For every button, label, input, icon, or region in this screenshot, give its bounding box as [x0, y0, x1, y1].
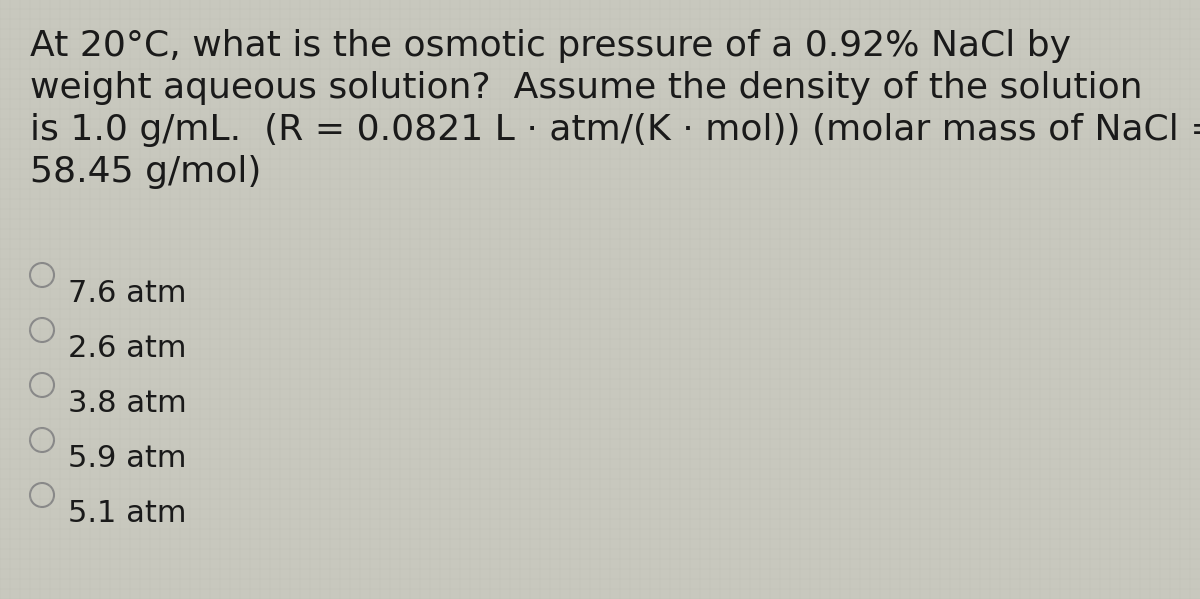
- Text: 5.1 atm: 5.1 atm: [68, 499, 186, 528]
- Text: weight aqueous solution?  Assume the density of the solution: weight aqueous solution? Assume the dens…: [30, 71, 1142, 105]
- Text: 58.45 g/mol): 58.45 g/mol): [30, 155, 262, 189]
- Text: is 1.0 g/mL.  (R = 0.0821 L · atm/(K · mol)) (molar mass of NaCl =: is 1.0 g/mL. (R = 0.0821 L · atm/(K · mo…: [30, 113, 1200, 147]
- Text: 3.8 atm: 3.8 atm: [68, 389, 187, 418]
- Text: 2.6 atm: 2.6 atm: [68, 334, 186, 363]
- Text: 7.6 atm: 7.6 atm: [68, 279, 186, 308]
- Text: At 20°C, what is the osmotic pressure of a 0.92% NaCl by: At 20°C, what is the osmotic pressure of…: [30, 29, 1072, 63]
- Text: 5.9 atm: 5.9 atm: [68, 444, 186, 473]
